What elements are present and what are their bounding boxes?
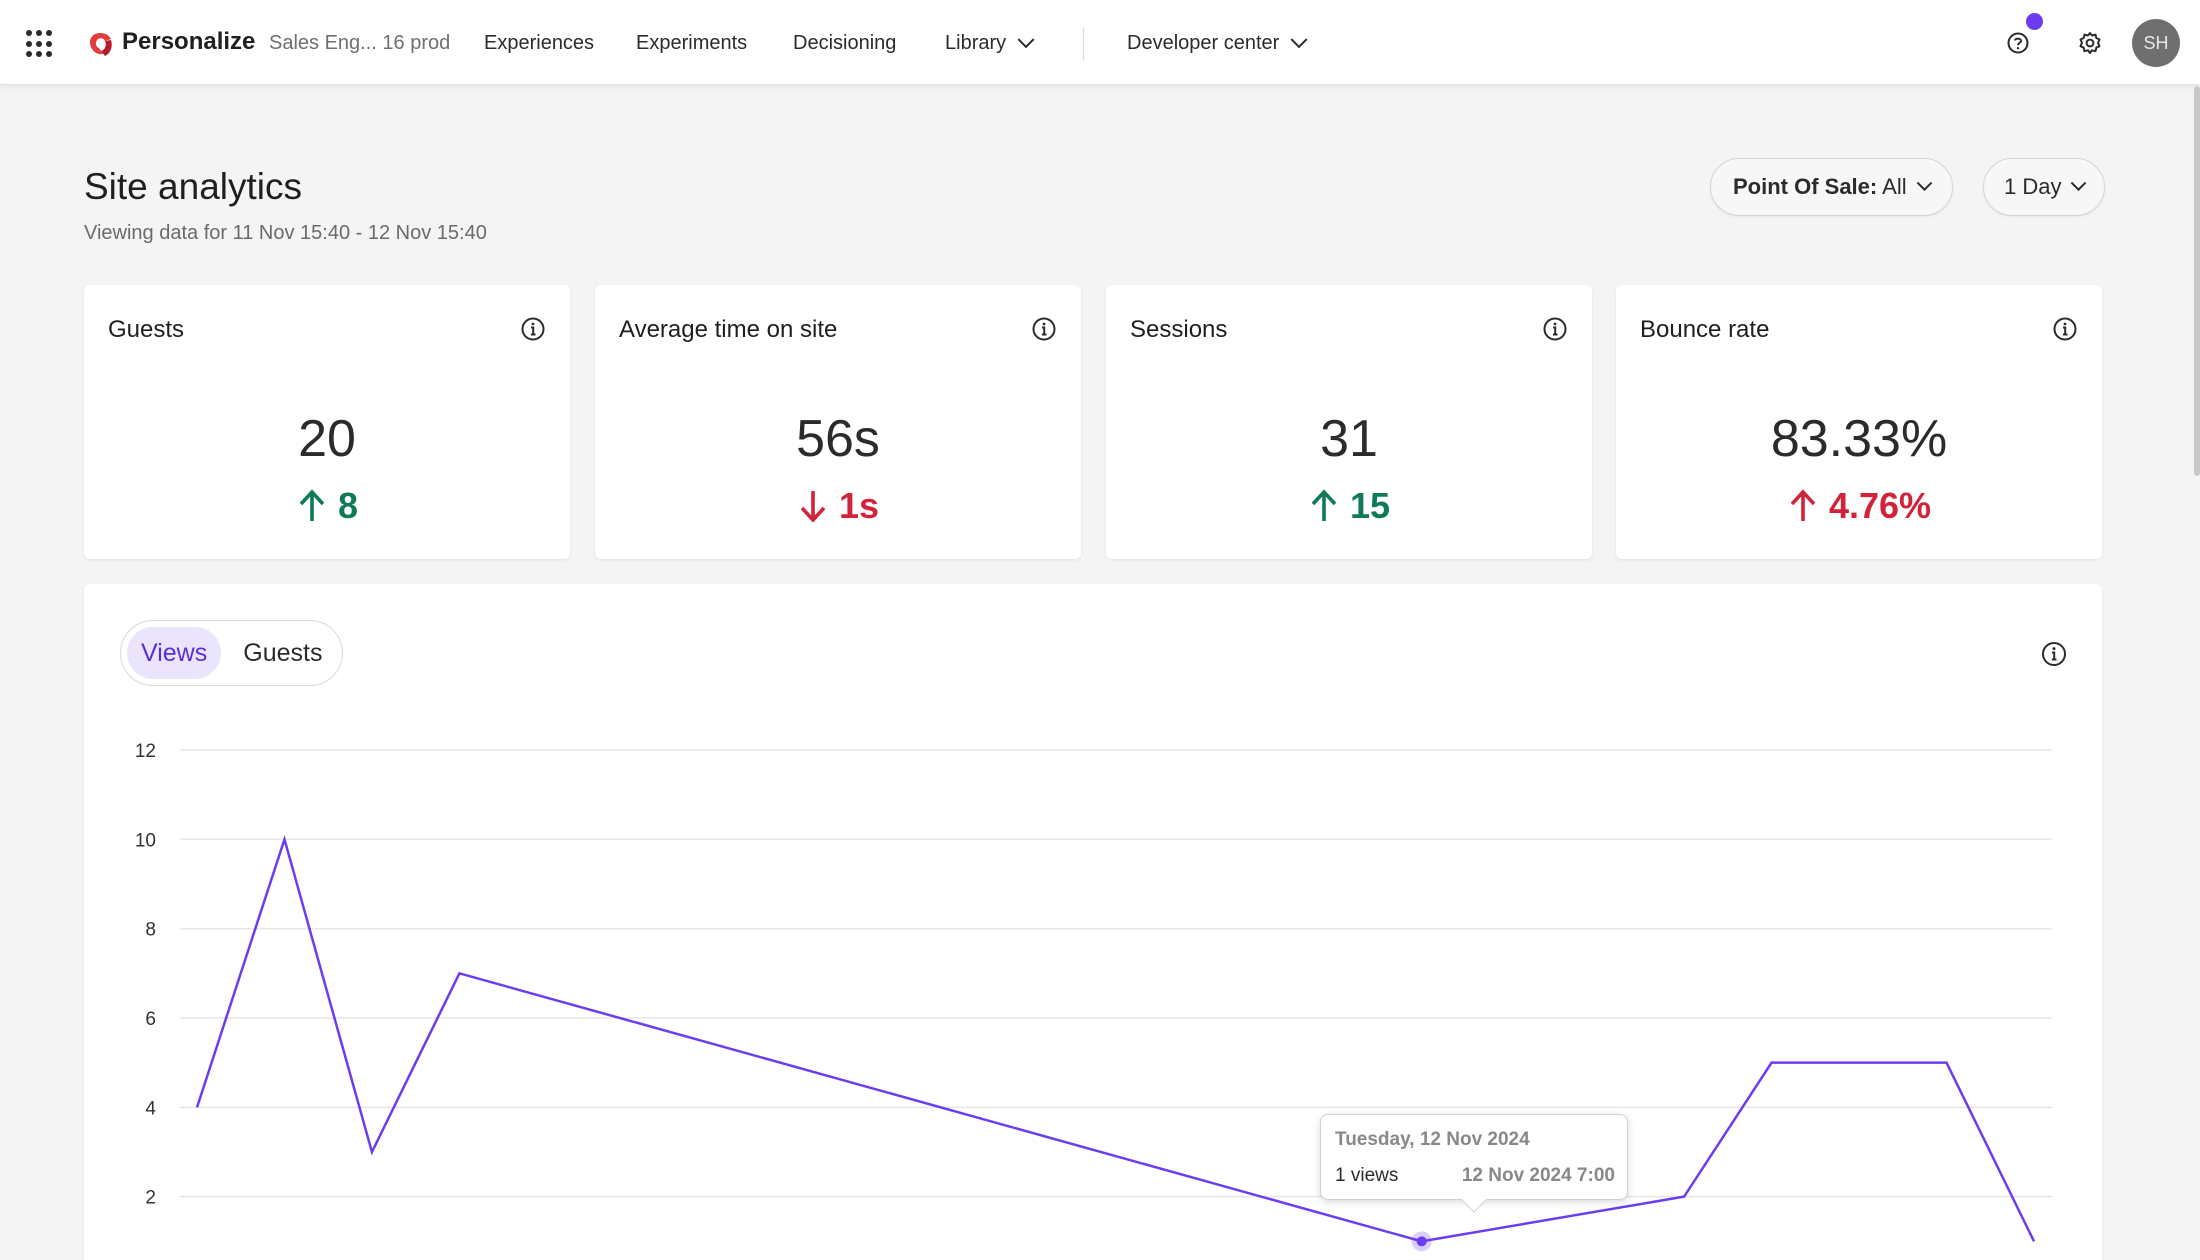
time-range-value: 1 Day xyxy=(2004,174,2062,199)
nav-decisioning[interactable]: Decisioning xyxy=(793,32,896,55)
kpi-delta: 4.76% xyxy=(1616,485,2102,527)
nav-library[interactable]: Library xyxy=(945,30,1035,55)
y-tick-label: 4 xyxy=(145,1098,156,1119)
info-icon[interactable] xyxy=(520,316,546,342)
kpi-delta-value: 15 xyxy=(1349,485,1391,526)
kpi-delta-value: 1s xyxy=(838,485,880,526)
tenant-name[interactable]: Sales Eng... 16 prod xyxy=(269,32,451,54)
arrow-up-icon xyxy=(1311,489,1337,521)
info-icon[interactable] xyxy=(1542,316,1568,342)
chevron-down-icon xyxy=(1290,30,1308,48)
views-line-chart: 2 4 6 8 10 12 xyxy=(135,741,2052,1252)
nav-developer-center[interactable]: Developer center xyxy=(1127,30,1308,55)
top-navigation-bar: Personalize Sales Eng... 16 prod Experie… xyxy=(0,0,2200,85)
nav-library-label: Library xyxy=(945,32,1007,54)
brand-name[interactable]: Personalize xyxy=(122,28,256,55)
kpi-label: Bounce rate xyxy=(1640,316,1770,343)
info-icon[interactable] xyxy=(1031,316,1057,342)
app-switcher-icon[interactable] xyxy=(26,30,54,58)
views-chart-panel: 2 4 6 8 10 12 Views Guests Tuesday, 12 Nov 20… xyxy=(84,584,2102,1260)
info-icon[interactable] xyxy=(2052,316,2078,342)
personalize-logo-icon xyxy=(90,33,112,56)
kpi-card-guests: Guests 20 8 xyxy=(84,285,570,559)
kpi-label: Sessions xyxy=(1130,316,1228,343)
y-tick-label: 2 xyxy=(145,1188,156,1209)
page-title: Site analytics xyxy=(84,166,302,207)
metric-toggle: Views Guests xyxy=(120,620,344,686)
arrow-up-icon xyxy=(299,489,325,521)
kpi-card-average-time-on-site: Average time on site 56s 1s xyxy=(595,285,1081,559)
kpi-delta: 15 xyxy=(1106,485,1592,527)
time-range-select[interactable]: 1 Day xyxy=(1983,158,2106,216)
help-icon[interactable] xyxy=(2004,29,2032,57)
info-icon[interactable] xyxy=(2040,640,2068,668)
filter-value: All xyxy=(1882,174,1907,199)
y-tick-label: 6 xyxy=(145,1009,156,1030)
tooltip-date: Tuesday, 12 Nov 2024 xyxy=(1335,1129,1530,1150)
chevron-down-icon xyxy=(1017,30,1035,48)
user-avatar[interactable]: SH xyxy=(2132,19,2180,67)
highlight-point xyxy=(1416,1236,1427,1247)
chevron-down-icon xyxy=(2071,174,2087,191)
kpi-value: 20 xyxy=(298,410,356,468)
arrow-down-icon xyxy=(800,491,826,523)
nav-experiments-label: Experiments xyxy=(636,32,748,54)
nav-experiences[interactable]: Experiences xyxy=(484,32,594,55)
chart-tooltip: Tuesday, 12 Nov 2024 1 views 12 Nov 2024… xyxy=(1320,1114,1628,1213)
tab-guests[interactable]: Guests xyxy=(243,638,323,667)
filter-label: Point Of Sale: xyxy=(1733,174,1878,199)
nav-experiments[interactable]: Experiments xyxy=(636,32,747,55)
chevron-down-icon xyxy=(1916,174,1932,191)
kpi-delta: 8 xyxy=(84,485,570,527)
y-tick-label: 10 xyxy=(135,830,156,851)
kpi-value: 83.33% xyxy=(1770,410,1948,468)
views-series-line xyxy=(195,835,2036,1243)
kpi-label: Guests xyxy=(108,316,185,343)
kpi-value: 31 xyxy=(1320,410,1378,468)
nav-divider xyxy=(1083,28,1084,60)
y-tick-label: 8 xyxy=(145,920,156,941)
nav-developer-center-label: Developer center xyxy=(1127,32,1280,54)
kpi-label: Average time on site xyxy=(619,316,838,343)
kpi-delta-value: 8 xyxy=(337,485,359,526)
kpi-value: 56s xyxy=(796,410,880,468)
kpi-card-bounce-rate: Bounce rate 83.33% 4.76% xyxy=(1616,285,2102,559)
point-of-sale-filter[interactable]: Point Of Sale: All xyxy=(1710,158,1953,216)
y-tick-label: 12 xyxy=(135,741,156,762)
tooltip-time: 12 Nov 2024 7:00 xyxy=(1461,1165,1615,1186)
nav-decisioning-label: Decisioning xyxy=(793,32,897,54)
settings-gear-icon[interactable] xyxy=(2076,29,2104,57)
kpi-delta: 1s xyxy=(595,485,1081,527)
tab-views[interactable]: Views xyxy=(127,627,222,679)
nav-experiences-label: Experiences xyxy=(484,32,595,54)
arrow-up-icon xyxy=(1790,489,1816,521)
kpi-delta-value: 4.76% xyxy=(1828,485,1932,526)
notification-dot xyxy=(2026,13,2043,30)
kpi-card-sessions: Sessions 31 15 xyxy=(1106,285,1592,559)
tooltip-views: 1 views xyxy=(1335,1165,1399,1186)
date-range-subtitle: Viewing data for 11 Nov 15:40 - 12 Nov 1… xyxy=(84,222,487,244)
page-scrollbar[interactable] xyxy=(2194,86,2200,476)
